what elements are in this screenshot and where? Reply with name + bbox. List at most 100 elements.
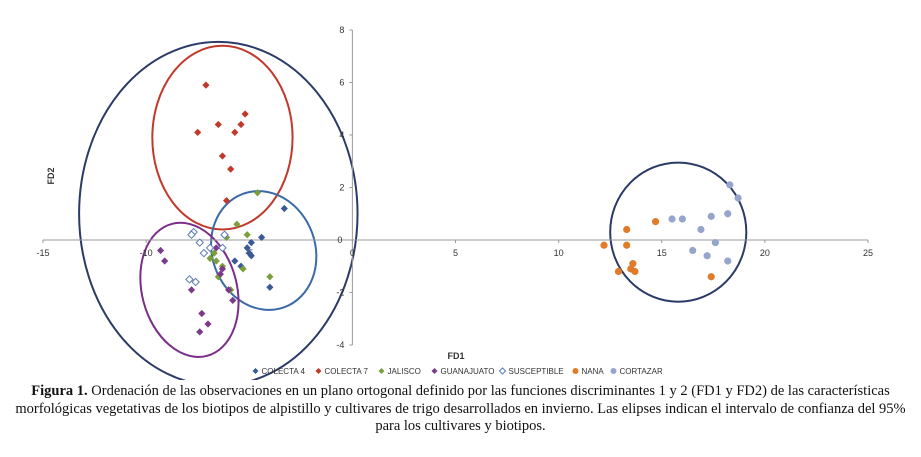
scatter-point [707, 212, 715, 220]
legend-label: GUANAJUATO [441, 367, 495, 376]
scatter-point [697, 225, 705, 234]
scatter-point [191, 277, 200, 287]
series-nana [600, 218, 715, 281]
scatter-point [651, 218, 660, 226]
scatter-point [218, 152, 227, 160]
legend-label: COLECTA 4 [262, 367, 306, 376]
scatter-point [187, 230, 196, 240]
scatter-point [233, 220, 241, 228]
legend-marker [252, 368, 259, 374]
scatter-point [231, 128, 239, 136]
scatter-point [214, 120, 222, 129]
scatter-point [631, 267, 639, 276]
legend-label: NANA [582, 367, 605, 376]
confidence-ellipse [78, 40, 359, 380]
series-colecta-4 [231, 204, 288, 291]
legend-marker [315, 368, 322, 374]
y-tick-label: -2 [336, 288, 344, 298]
x-axis-title: FD1 [447, 351, 464, 361]
y-tick-label: 8 [339, 25, 344, 35]
scatter-point [202, 81, 210, 89]
scatter-point [707, 273, 715, 281]
scatter-point [237, 120, 245, 129]
caption-text: Ordenación de las observaciones en un pl… [15, 383, 906, 434]
scatter-point [212, 244, 220, 252]
scatter-point [218, 243, 227, 253]
scatter-point [623, 241, 631, 249]
scatter-point [703, 252, 711, 260]
scatter-point [280, 204, 288, 213]
legend-item: COLECTA 4 [252, 367, 306, 376]
x-tick-label: 20 [760, 248, 770, 258]
x-tick-label: 10 [554, 248, 564, 258]
scatter-point [216, 270, 224, 278]
legend-label: SUSCEPTIBLE [509, 367, 564, 376]
scatter-point [689, 246, 697, 255]
x-tick-label: 0 [350, 248, 355, 258]
legend-label: CORTAZAR [620, 367, 663, 376]
scatter-point [161, 257, 169, 265]
scatter-point [185, 275, 194, 284]
x-tick-label: -15 [36, 248, 49, 258]
y-tick-label: -4 [336, 340, 344, 350]
scatter-point [198, 309, 206, 318]
scatter-point [231, 257, 239, 265]
scatter-point [222, 197, 231, 205]
scatter-point [724, 257, 732, 265]
scatter-point [206, 254, 214, 262]
y-tick-label: 4 [339, 130, 344, 140]
confidence-ellipse [609, 161, 748, 303]
legend-label: COLECTA 7 [325, 367, 369, 376]
scatter-point [196, 328, 204, 336]
legend-marker [498, 367, 507, 375]
x-tick-label: 15 [657, 248, 667, 258]
scatter-point [225, 286, 233, 294]
scatter-point [239, 265, 247, 273]
scatter-point [266, 283, 274, 291]
legend-marker [378, 368, 385, 374]
legend-item: NANA [572, 367, 605, 376]
scatter-point [227, 165, 235, 173]
caption-label: Figura 1. [31, 383, 88, 399]
scatter-point [266, 273, 274, 281]
scatter-point [253, 189, 262, 197]
scatter-point [195, 238, 205, 247]
scatter-point [668, 215, 676, 223]
legend-item: JALISCO [378, 367, 421, 376]
legend-item: COLECTA 7 [315, 367, 369, 376]
scatter-point [210, 249, 218, 257]
data-points [156, 81, 742, 336]
y-tick-label: 2 [339, 183, 344, 193]
legend-marker [431, 368, 438, 374]
scatter-point [247, 252, 255, 260]
scatter-point [212, 257, 220, 265]
legend: COLECTA 4 COLECTA 7 JALISCO GUANAJUATO SUSCE… [252, 367, 663, 376]
scatter-point [614, 267, 623, 276]
x-tick-label: 25 [863, 248, 873, 258]
confidence-ellipse [139, 221, 240, 358]
y-tick-label: 0 [337, 235, 342, 245]
scatter-point [734, 194, 742, 202]
legend-item: GUANAJUATO [431, 367, 495, 376]
legend-item: CORTAZAR [610, 367, 663, 376]
figure-caption: Figura 1. Ordenación de las observacione… [4, 383, 917, 436]
scatter-point [243, 244, 251, 252]
scatter-point [258, 233, 266, 241]
scatter-point [243, 231, 251, 239]
scatter-point [187, 286, 196, 294]
y-axis-title: FD2 [46, 167, 56, 184]
series-guanajuato [156, 244, 237, 336]
scatter-point [241, 110, 249, 118]
series-cortazar [668, 181, 742, 265]
confidence-ellipse [210, 190, 318, 311]
series-susceptible [185, 227, 229, 287]
scatter-point [199, 248, 209, 258]
scatter-point [726, 181, 734, 189]
legend-label: JALISCO [388, 367, 421, 376]
scatter-point [156, 246, 165, 255]
legend-marker [572, 368, 579, 374]
confidence-ellipses [78, 40, 748, 380]
scatter-point [205, 243, 215, 253]
